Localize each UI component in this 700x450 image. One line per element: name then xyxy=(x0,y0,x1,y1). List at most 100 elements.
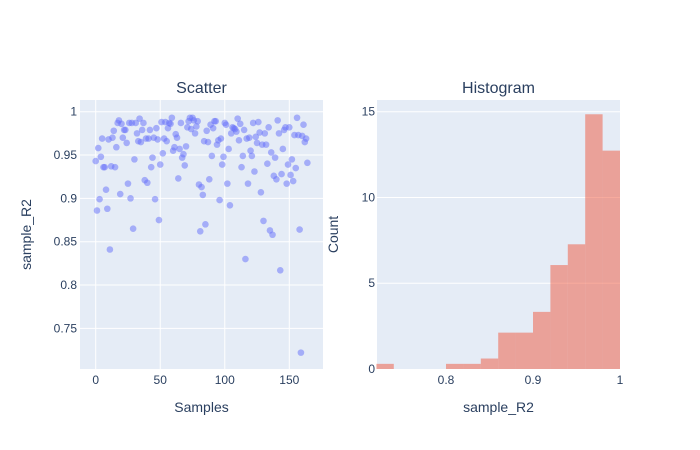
scatter-point[interactable] xyxy=(97,153,105,161)
scatter-point[interactable] xyxy=(163,137,170,145)
scatter-point[interactable] xyxy=(144,179,151,187)
scatter-point[interactable] xyxy=(137,138,145,146)
scatter-point[interactable] xyxy=(256,129,263,136)
scatter-point[interactable] xyxy=(226,201,234,209)
histogram-bar[interactable] xyxy=(533,311,551,369)
scatter-point[interactable] xyxy=(104,205,111,213)
scatter-point[interactable] xyxy=(145,135,152,142)
scatter-point[interactable] xyxy=(151,195,159,203)
scatter-point[interactable] xyxy=(93,207,101,214)
scatter-point[interactable] xyxy=(261,130,269,137)
scatter-point[interactable] xyxy=(187,125,195,133)
scatter-point[interactable] xyxy=(131,156,138,163)
scatter-point[interactable] xyxy=(247,147,254,154)
histogram-bar[interactable] xyxy=(498,332,516,369)
histogram-bar[interactable] xyxy=(463,363,481,369)
scatter-point[interactable] xyxy=(176,145,183,153)
scatter-point[interactable] xyxy=(149,154,156,161)
scatter-point[interactable] xyxy=(202,221,209,228)
scatter-point[interactable] xyxy=(154,136,161,143)
scatter-point[interactable] xyxy=(171,143,178,151)
scatter-point[interactable] xyxy=(208,152,216,160)
scatter-point[interactable] xyxy=(273,175,280,183)
histogram-bar[interactable] xyxy=(602,150,620,369)
histogram-bar[interactable] xyxy=(515,332,533,369)
scatter-point[interactable] xyxy=(94,144,102,152)
scatter-point[interactable] xyxy=(296,226,303,233)
scatter-plot-area[interactable] xyxy=(80,100,323,369)
scatter-point[interactable] xyxy=(204,138,212,146)
scatter-point[interactable] xyxy=(110,127,118,135)
scatter-point[interactable] xyxy=(111,163,119,171)
scatter-point[interactable] xyxy=(212,117,220,125)
scatter-point[interactable] xyxy=(101,163,109,171)
scatter-point[interactable] xyxy=(168,114,176,122)
scatter-point[interactable] xyxy=(140,119,147,127)
scatter-point[interactable] xyxy=(159,149,167,157)
scatter-point[interactable] xyxy=(194,117,201,125)
scatter-point[interactable] xyxy=(177,119,185,127)
scatter-point[interactable] xyxy=(297,349,305,356)
scatter-point[interactable] xyxy=(234,115,241,122)
scatter-point[interactable] xyxy=(265,123,272,131)
scatter-point[interactable] xyxy=(220,153,227,161)
histogram-bar[interactable] xyxy=(480,358,499,369)
scatter-point[interactable] xyxy=(278,170,285,178)
scatter-point[interactable] xyxy=(216,196,223,204)
scatter-point[interactable] xyxy=(238,163,245,171)
scatter-point[interactable] xyxy=(275,130,283,137)
scatter-point[interactable] xyxy=(127,195,134,202)
scatter-point[interactable] xyxy=(251,168,258,175)
scatter-point[interactable] xyxy=(119,134,127,141)
scatter-point[interactable] xyxy=(102,186,110,193)
scatter-point[interactable] xyxy=(118,120,125,128)
scatter-point[interactable] xyxy=(124,180,132,187)
scatter-point[interactable] xyxy=(279,145,287,153)
scatter-point[interactable] xyxy=(242,255,249,263)
scatter-point[interactable] xyxy=(300,121,307,128)
scatter-point[interactable] xyxy=(153,124,160,132)
scatter-point[interactable] xyxy=(138,126,146,134)
scatter-point[interactable] xyxy=(96,195,103,203)
scatter-point[interactable] xyxy=(129,225,137,232)
scatter-point[interactable] xyxy=(239,152,247,160)
scatter-point[interactable] xyxy=(287,171,294,179)
scatter-point[interactable] xyxy=(245,134,253,141)
scatter-point[interactable] xyxy=(156,161,164,168)
scatter-point[interactable] xyxy=(175,175,182,182)
scatter-point[interactable] xyxy=(173,134,181,141)
scatter-point[interactable] xyxy=(264,160,271,167)
scatter-point[interactable] xyxy=(203,127,210,135)
scatter-point[interactable] xyxy=(92,157,99,165)
scatter-point[interactable] xyxy=(260,217,267,225)
scatter-point[interactable] xyxy=(276,266,284,274)
histogram-bar[interactable] xyxy=(550,265,568,369)
scatter-point[interactable] xyxy=(113,143,120,151)
scatter-point[interactable] xyxy=(222,121,230,128)
histogram-bar[interactable] xyxy=(376,363,394,369)
scatter-point[interactable] xyxy=(257,188,265,196)
histogram-bar[interactable] xyxy=(585,114,603,369)
scatter-point[interactable] xyxy=(240,126,248,134)
scatter-point[interactable] xyxy=(271,154,279,161)
scatter-point[interactable] xyxy=(227,130,235,137)
scatter-point[interactable] xyxy=(167,120,174,128)
scatter-point[interactable] xyxy=(122,126,129,134)
scatter-point[interactable] xyxy=(269,231,276,239)
scatter-point[interactable] xyxy=(106,246,114,253)
scatter-point[interactable] xyxy=(116,190,124,198)
scatter-point[interactable] xyxy=(224,180,231,187)
scatter-point[interactable] xyxy=(244,180,252,187)
scatter-point[interactable] xyxy=(198,183,205,191)
scatter-point[interactable] xyxy=(249,119,257,127)
histogram-bar[interactable] xyxy=(567,244,586,369)
scatter-point[interactable] xyxy=(180,150,187,158)
scatter-point[interactable] xyxy=(283,180,291,187)
scatter-point[interactable] xyxy=(218,161,226,168)
scatter-point[interactable] xyxy=(289,177,297,185)
scatter-point[interactable] xyxy=(262,141,270,148)
scatter-point[interactable] xyxy=(284,161,292,168)
histogram-bar[interactable] xyxy=(446,363,464,369)
scatter-point[interactable] xyxy=(191,130,199,137)
scatter-point[interactable] xyxy=(304,159,311,167)
